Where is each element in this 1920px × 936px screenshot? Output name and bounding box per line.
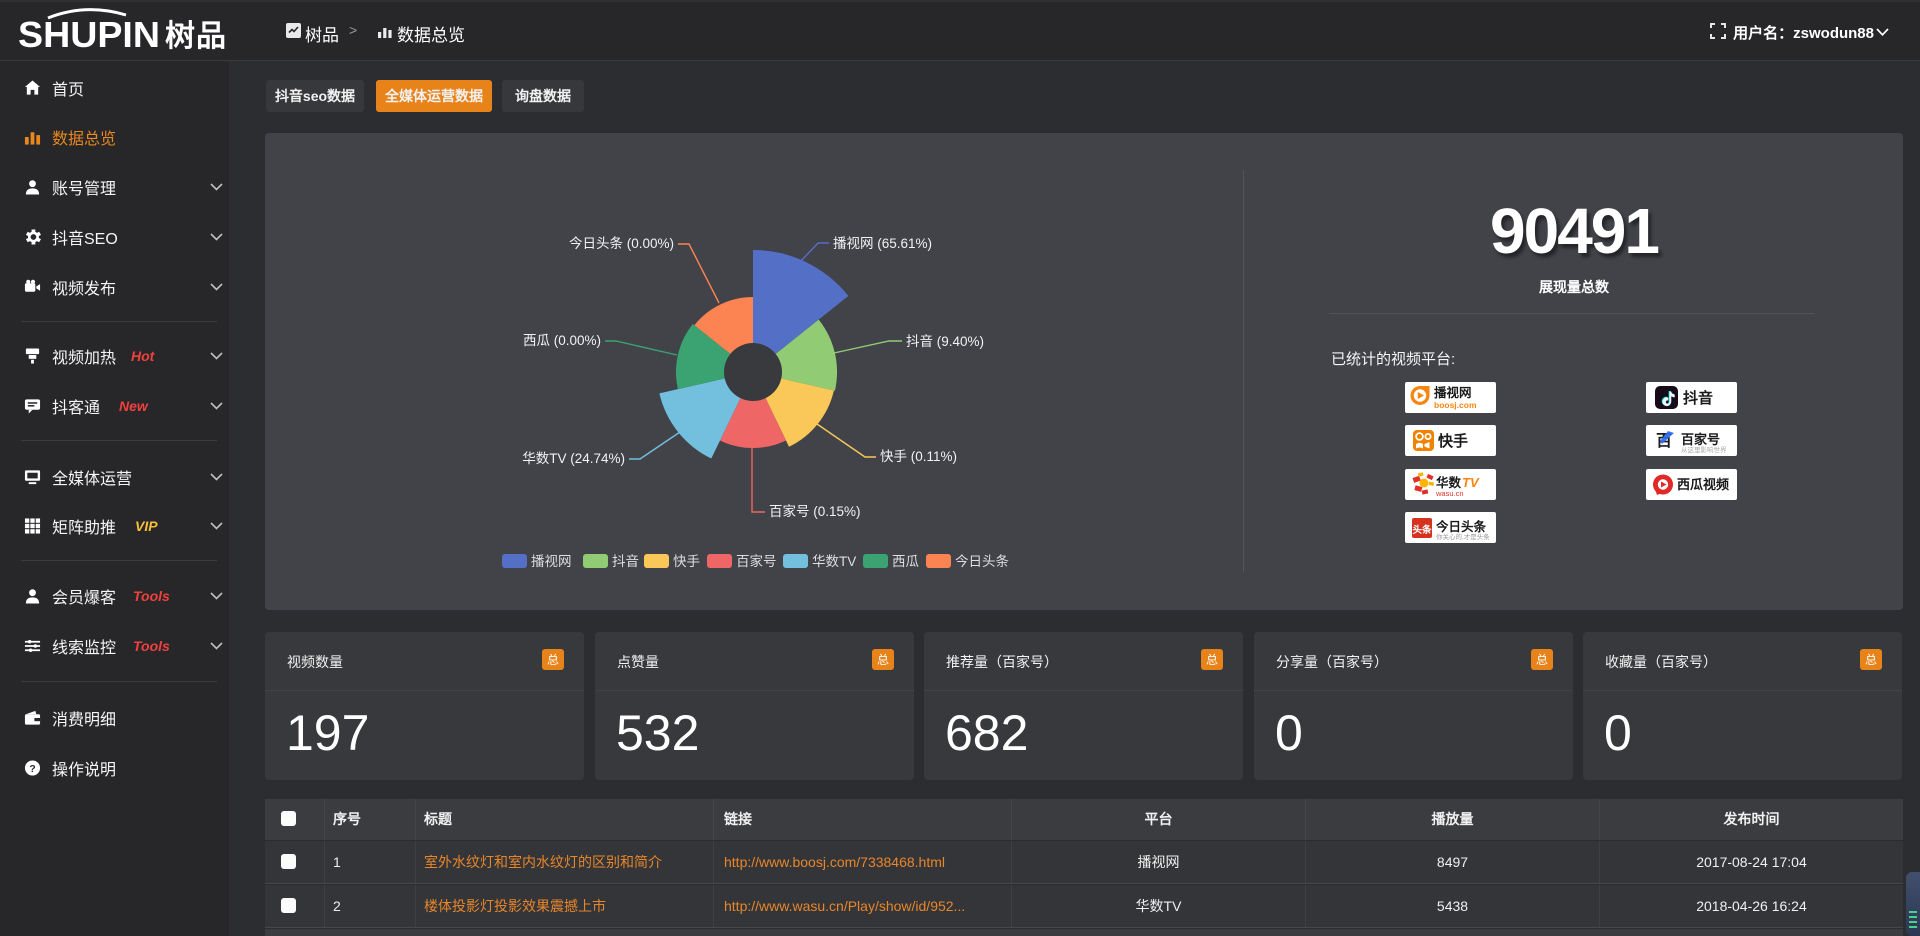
svg-text:华数: 华数 [1436,475,1462,490]
svg-text:快手 (0.11%): 快手 (0.11%) [880,449,957,464]
svg-text:播视网: 播视网 [531,554,572,569]
svg-text:西瓜: 西瓜 [892,554,920,569]
svg-text:今日头条: 今日头条 [955,553,1009,569]
svg-text:抖音: 抖音 [612,553,639,569]
svg-text:华数TV: 华数TV [812,554,856,569]
svg-text:boosj.com: boosj.com [1434,400,1477,410]
svg-text:wasu.cn: wasu.cn [1435,489,1464,498]
svg-text:你关心的,才是头条: 你关心的,才是头条 [1436,532,1490,541]
svg-text:树品: 树品 [165,20,227,53]
svg-text:抖音: 抖音 [1683,389,1713,407]
svg-text:华数TV (24.74%): 华数TV (24.74%) [522,451,625,466]
svg-text:头条: 头条 [1412,524,1432,536]
svg-text:TV: TV [1462,475,1480,490]
svg-text:西瓜 (0.00%): 西瓜 (0.00%) [523,333,601,348]
svg-text:播视网 (65.61%): 播视网 (65.61%) [833,236,932,251]
svg-text:?: ? [29,764,35,775]
svg-text:从这里影响世界: 从这里影响世界 [1681,445,1727,454]
svg-text:快手: 快手 [673,554,700,569]
svg-text:西瓜视频: 西瓜视频 [1677,477,1729,492]
svg-text:百家号: 百家号 [1681,432,1720,447]
svg-text:今日头条 (0.00%): 今日头条 (0.00%) [569,235,674,251]
svg-text:SHUPIN: SHUPIN [18,14,160,55]
svg-text:抖音 (9.40%): 抖音 (9.40%) [906,333,984,349]
svg-text:快手: 快手 [1438,432,1468,450]
svg-text:今日头条: 今日头条 [1435,519,1487,534]
svg-text:百家号: 百家号 [736,553,777,569]
svg-text:播视网: 播视网 [1434,385,1472,400]
svg-text:百家号 (0.15%): 百家号 (0.15%) [769,503,861,519]
